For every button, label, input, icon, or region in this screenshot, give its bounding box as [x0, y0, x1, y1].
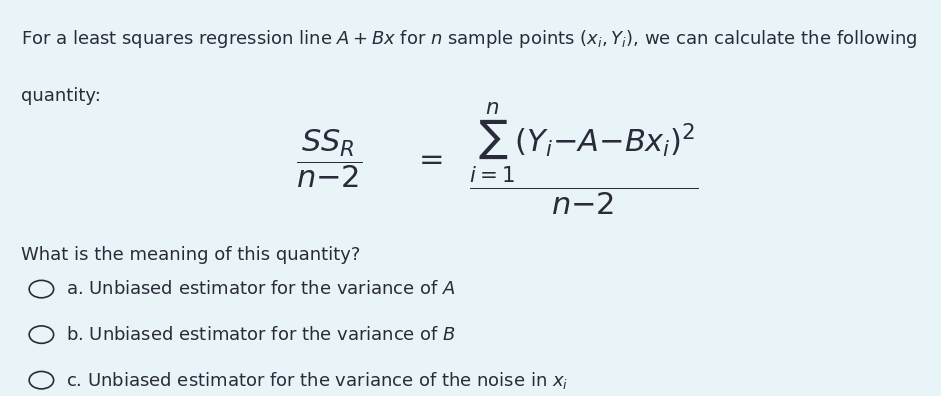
Text: a. Unbiased estimator for the variance of $A$: a. Unbiased estimator for the variance o…	[66, 280, 455, 298]
Text: $=$: $=$	[413, 143, 443, 174]
Text: c. Unbiased estimator for the variance of the noise in $x_i$: c. Unbiased estimator for the variance o…	[66, 369, 568, 391]
Text: b. Unbiased estimator for the variance of $B$: b. Unbiased estimator for the variance o…	[66, 326, 456, 344]
Text: For a least squares regression line $A + Bx$ for $n$ sample points $(x_i, Y_i)$,: For a least squares regression line $A +…	[21, 28, 917, 50]
Text: quantity:: quantity:	[21, 87, 101, 105]
Text: What is the meaning of this quantity?: What is the meaning of this quantity?	[21, 246, 360, 263]
Text: $\dfrac{\sum_{i=1}^{n}(Y_i{-}A{-}Bx_i)^2}{n{-}2}$: $\dfrac{\sum_{i=1}^{n}(Y_i{-}A{-}Bx_i)^2…	[469, 100, 698, 217]
Text: $\dfrac{SS_R}{n{-}2}$: $\dfrac{SS_R}{n{-}2}$	[296, 127, 362, 190]
